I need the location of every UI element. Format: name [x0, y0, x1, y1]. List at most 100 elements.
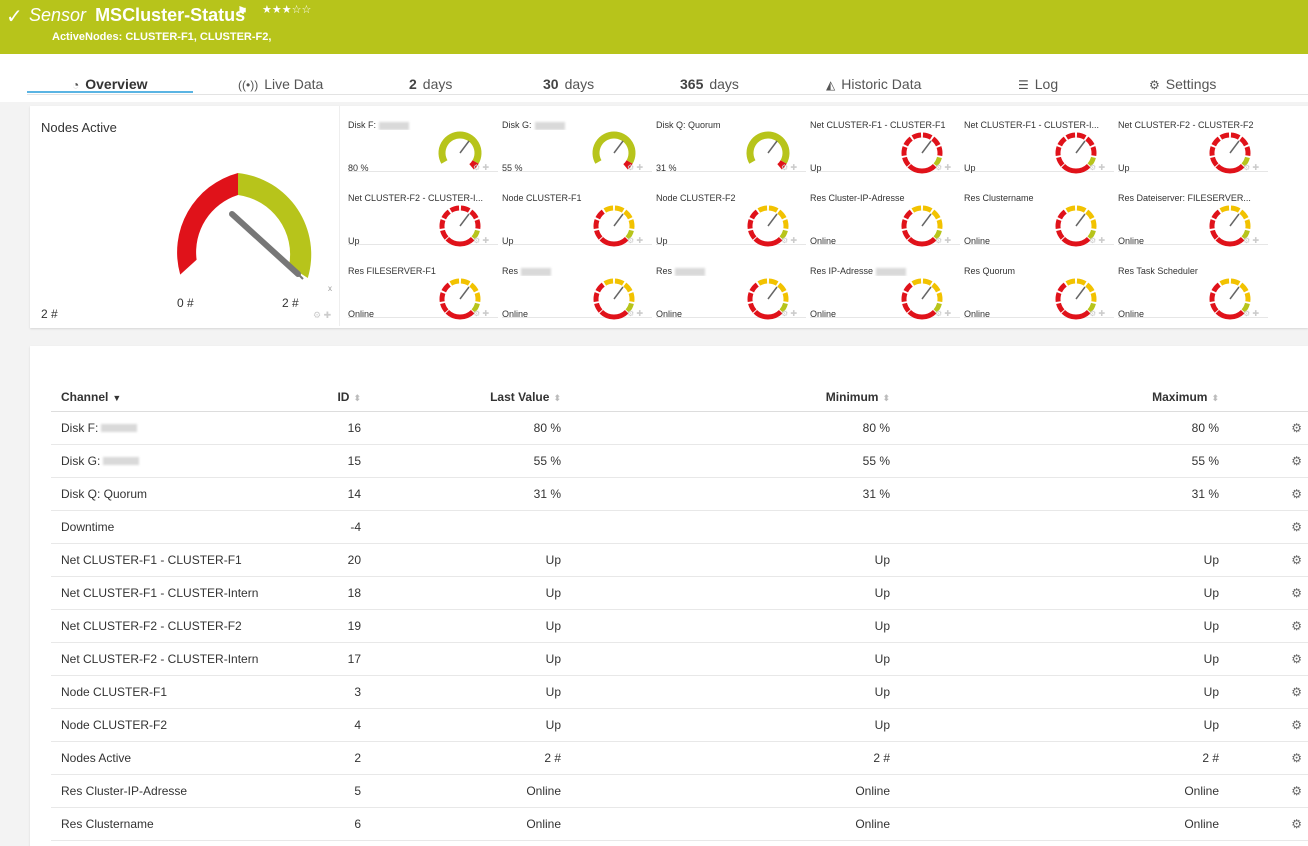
mini-gauge[interactable]: Net CLUSTER-F1 - CLUSTER-F1 Up ⚙ ✚ [810, 106, 960, 174]
column-header-last-value[interactable]: Last Value ⬍ [361, 384, 561, 412]
gauge-actions[interactable]: ⚙ ✚ [1089, 309, 1106, 318]
tab-live-data[interactable]: ((•)) Live Data [238, 76, 323, 92]
channel-settings-icon[interactable]: ⚙ [1219, 609, 1308, 643]
gauge-actions[interactable]: ⚙ ✚ [473, 163, 490, 172]
tab-historic-data[interactable]: ◭ Historic Data [826, 76, 921, 92]
gauge-segment [1085, 282, 1095, 293]
mini-gauge[interactable]: Disk F: 80 % ⚙ ✚ [348, 106, 498, 173]
channel-settings-icon[interactable]: ⚙ [1219, 510, 1308, 544]
gauge-actions[interactable]: ⚙ ✚ [1089, 163, 1106, 172]
priority-stars[interactable]: ★★★☆☆ [262, 4, 312, 16]
table-row[interactable]: Res Cluster-IP-Adresse 5 Online Online Onlin… [51, 774, 1308, 808]
tab-settings[interactable]: ⚙ Settings [1149, 76, 1216, 92]
primary-gauge[interactable]: Nodes Active x 0 # 2 # 2 # ⚙ ✚ [30, 106, 340, 326]
tab-log[interactable]: ☰ Log [1018, 76, 1058, 92]
channel-settings-icon[interactable]: ⚙ [1219, 543, 1308, 577]
gauge-actions[interactable]: ⚙ ✚ [781, 309, 798, 318]
mini-gauge[interactable]: Res Online ⚙ ✚ [656, 252, 806, 320]
table-row[interactable]: Disk Q: Quorum 14 31 % 31 % 31 % ⚙ [51, 477, 1308, 511]
channel-settings-icon[interactable]: ⚙ [1219, 477, 1308, 511]
tab-2-days[interactable]: 2 days [409, 76, 452, 92]
cell-maximum-text: Online [1184, 816, 1219, 831]
channel-settings-icon[interactable]: ⚙ [1219, 708, 1308, 742]
column-header-actions [1219, 384, 1308, 412]
flag-icon[interactable]: ⚑ [237, 4, 248, 18]
cell-minimum-text: 2 # [873, 750, 890, 765]
table-row[interactable]: Downtime -4 ⚙ [51, 510, 1308, 544]
channel-settings-icon[interactable]: ⚙ [1219, 642, 1308, 676]
channel-settings-icon[interactable]: ⚙ [1219, 675, 1308, 709]
mini-gauge[interactable]: Res Clustername Online ⚙ ✚ [964, 179, 1114, 247]
mini-gauge[interactable]: Res Dateiserver: FILESERVER... Online ⚙ ✚ [1118, 179, 1268, 247]
column-header-channel[interactable]: Channel ▼ [51, 384, 321, 412]
table-row[interactable]: Res Clustername 6 Online Online Online ⚙ [51, 807, 1308, 841]
gauge-segment [757, 205, 768, 213]
mini-gauge[interactable]: Res Task Scheduler Online ⚙ ✚ [1118, 252, 1268, 320]
mini-gauge[interactable]: Disk Q: Quorum 31 % ⚙ ✚ [656, 106, 806, 173]
table-row[interactable]: Disk F: 16 80 % 80 % 80 % ⚙ [51, 411, 1308, 445]
cell-maximum-text: Up [1203, 684, 1219, 699]
gauge-segment [1210, 229, 1219, 240]
cell-channel-text: Res Cluster-IP-Adresse [61, 783, 188, 798]
redacted-text [379, 121, 409, 130]
gauge-actions[interactable]: ⚙ ✚ [313, 310, 332, 320]
gauge-actions[interactable]: ⚙ ✚ [781, 163, 798, 172]
column-header-minimum[interactable]: Minimum ⬍ [561, 384, 890, 412]
gauge-segment [768, 205, 779, 213]
gauge-actions[interactable]: ⚙ ✚ [627, 236, 644, 245]
gauge-segment [1090, 292, 1097, 302]
gauge-segment [748, 229, 757, 240]
table-row[interactable]: Net CLUSTER-F1 - CLUSTER-F1 20 Up Up Up ⚙ [51, 543, 1308, 577]
gauge-segment [903, 282, 913, 293]
gauge-actions[interactable]: ⚙ ✚ [473, 236, 490, 245]
gauge-segment [911, 132, 922, 140]
column-header-id[interactable]: ID ⬍ [321, 384, 361, 412]
mini-gauge[interactable]: Net CLUSTER-F1 - CLUSTER-I... Up ⚙ ✚ [964, 106, 1114, 174]
gauge-actions[interactable]: ⚙ ✚ [1243, 309, 1260, 318]
gauge-segment [1215, 309, 1245, 320]
mini-gauge[interactable]: Res Quorum Online ⚙ ✚ [964, 252, 1114, 320]
cell-minimum: 31 % [561, 477, 890, 511]
gauge-actions[interactable]: ⚙ ✚ [627, 163, 644, 172]
table-row[interactable]: Net CLUSTER-F1 - CLUSTER-Intern 18 Up Up Up ⚙ [51, 576, 1308, 610]
table-row[interactable]: Net CLUSTER-F2 - CLUSTER-Intern 17 Up Up Up ⚙ [51, 642, 1308, 676]
channel-settings-icon[interactable]: ⚙ [1219, 576, 1308, 610]
tab-365-days[interactable]: 365 days [680, 76, 739, 92]
gauge-actions[interactable]: ⚙ ✚ [935, 309, 952, 318]
gauge-actions[interactable]: ⚙ ✚ [1243, 236, 1260, 245]
mini-gauge[interactable]: Node CLUSTER-F2 Up ⚙ ✚ [656, 179, 806, 247]
tab-overview[interactable]: ◔ Overview [72, 76, 148, 92]
table-row[interactable]: Net CLUSTER-F2 - CLUSTER-F2 19 Up Up Up ⚙ [51, 609, 1308, 643]
gauge-actions[interactable]: ⚙ ✚ [935, 163, 952, 172]
sensor-status-message: ActiveNodes: CLUSTER-F1, CLUSTER-F2, [52, 31, 272, 43]
mini-gauge[interactable]: Res Online ⚙ ✚ [502, 252, 652, 320]
gauge-actions[interactable]: ⚙ ✚ [473, 309, 490, 318]
cell-last-value: Up [361, 642, 561, 676]
table-row[interactable]: Node CLUSTER-F2 4 Up Up Up ⚙ [51, 708, 1308, 742]
gauge-actions[interactable]: ⚙ ✚ [935, 236, 952, 245]
mini-gauge[interactable]: Node CLUSTER-F1 Up ⚙ ✚ [502, 179, 652, 247]
channel-settings-icon[interactable]: ⚙ [1219, 807, 1308, 841]
mini-gauge[interactable]: Res IP-Adresse Online ⚙ ✚ [810, 252, 960, 320]
mini-gauge[interactable]: Res Cluster-IP-Adresse Online ⚙ ✚ [810, 179, 960, 247]
gauge-needle [921, 213, 932, 227]
mini-gauge[interactable]: Res FILESERVER-F1 Online ⚙ ✚ [348, 252, 498, 320]
channel-settings-icon[interactable]: ⚙ [1219, 444, 1308, 478]
channel-settings-icon[interactable]: ⚙ [1219, 741, 1308, 775]
channels-panel: Channel ▼ ID ⬍ Last Value ⬍ Minimum ⬍ Maximu… [30, 346, 1308, 846]
gauge-actions[interactable]: ⚙ ✚ [781, 236, 798, 245]
mini-gauge[interactable]: Net CLUSTER-F2 - CLUSTER-F2 Up ⚙ ✚ [1118, 106, 1268, 174]
gauge-actions[interactable]: ⚙ ✚ [627, 309, 644, 318]
mini-gauge[interactable]: Disk G: 55 % ⚙ ✚ [502, 106, 652, 173]
mini-gauge[interactable]: Net CLUSTER-F2 - CLUSTER-I... Up ⚙ ✚ [348, 179, 498, 247]
column-header-maximum[interactable]: Maximum ⬍ [890, 384, 1219, 412]
gauge-actions[interactable]: ⚙ ✚ [1089, 236, 1106, 245]
gauge-actions[interactable]: ⚙ ✚ [1243, 163, 1260, 172]
gauge-segment [749, 209, 759, 220]
table-row[interactable]: Node CLUSTER-F1 3 Up Up Up ⚙ [51, 675, 1308, 709]
channel-settings-icon[interactable]: ⚙ [1219, 411, 1308, 445]
table-row[interactable]: Disk G: 15 55 % 55 % 55 % ⚙ [51, 444, 1308, 478]
channel-settings-icon[interactable]: ⚙ [1219, 774, 1308, 808]
tab-30-days[interactable]: 30 days [543, 76, 594, 92]
table-row[interactable]: Nodes Active 2 2 #2 #2 # ⚙ [51, 741, 1308, 775]
